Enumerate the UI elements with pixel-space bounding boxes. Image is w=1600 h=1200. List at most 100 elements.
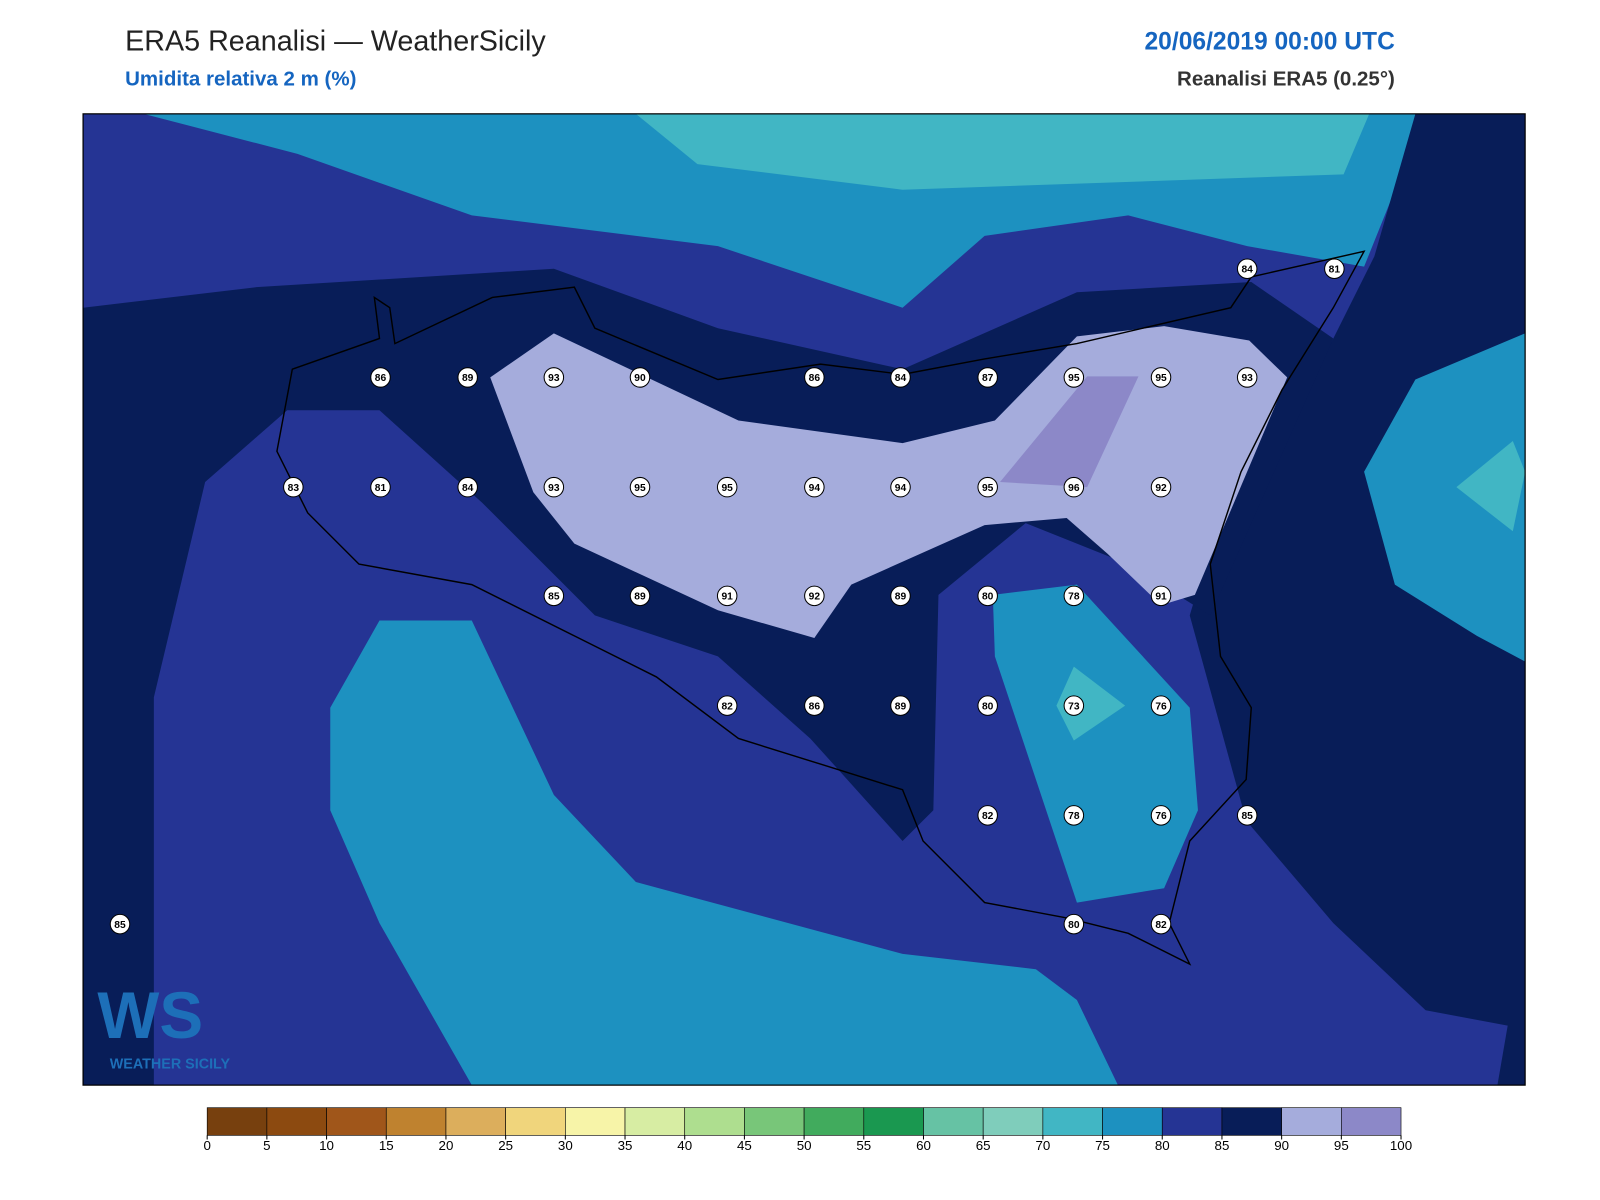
station-marker <box>1150 695 1172 716</box>
station-value: 89 <box>634 592 646 603</box>
station-value: 84 <box>1241 264 1253 275</box>
station-value: 91 <box>1155 592 1167 603</box>
station-marker <box>890 367 911 388</box>
colorbar-tick-label: 40 <box>677 1138 692 1153</box>
station-value: 80 <box>982 592 994 603</box>
station-value: 95 <box>982 483 994 494</box>
station-marker <box>629 585 651 607</box>
station-value: 95 <box>1155 373 1167 384</box>
station-marker <box>1063 695 1085 716</box>
colorbar-tick-label: 0 <box>203 1138 210 1153</box>
station-marker <box>1150 585 1172 607</box>
colorbar-tick-label: 35 <box>618 1138 633 1153</box>
contour-fill <box>1189 113 1526 1086</box>
colorbar-tick-label: 15 <box>379 1138 394 1153</box>
colorbar-tick-label: 70 <box>1035 1138 1050 1153</box>
station-marker <box>977 367 998 388</box>
station-value: 86 <box>809 373 821 384</box>
colorbar-segment <box>1341 1107 1402 1136</box>
colorbar-segment <box>565 1107 626 1136</box>
station-value: 82 <box>721 701 733 712</box>
station-marker <box>1150 805 1172 826</box>
station-value: 93 <box>548 483 560 494</box>
station-marker <box>1236 805 1258 826</box>
station-marker <box>543 476 565 498</box>
colorbar-segment <box>445 1107 506 1136</box>
station-value: 76 <box>1155 701 1167 712</box>
colorbar: 0 5 10 15 20 25 30 35 40 45 50 55 60 65 70 75 80 85 90 95 10… <box>203 1107 1412 1153</box>
map-frame <box>82 113 1526 1086</box>
colorbar-segment <box>863 1107 924 1136</box>
station-labels: 86 89 93 90 86 84 87 95 95 93 84 81 83 81 84 93 95 95 94 94… <box>109 258 1345 935</box>
station-value: 90 <box>634 373 646 384</box>
contour-fill <box>992 584 1198 903</box>
colorbar-segment <box>505 1107 566 1136</box>
station-value: 82 <box>982 811 994 822</box>
station-marker <box>1236 367 1258 388</box>
station-marker <box>804 695 825 716</box>
station-value: 73 <box>1068 701 1080 712</box>
date: 20/06/2019 00:00 UTC <box>1144 29 1395 56</box>
contours <box>83 113 1526 1086</box>
station-marker <box>1324 258 1345 279</box>
station-value: 78 <box>1068 592 1080 603</box>
station-marker <box>977 805 998 826</box>
station-marker <box>716 585 738 607</box>
contour-fill <box>330 620 1118 1086</box>
station-value: 81 <box>1329 264 1341 275</box>
colorbar-segment <box>206 1107 268 1136</box>
logo-name: WEATHER SICILY <box>110 1056 231 1072</box>
station-value: 76 <box>1155 811 1167 822</box>
colorbar-tick-label: 100 <box>1390 1138 1412 1153</box>
station-value: 95 <box>721 483 733 494</box>
station-value: 93 <box>1241 373 1253 384</box>
station-marker <box>1150 367 1172 388</box>
station-value: 85 <box>1241 811 1253 822</box>
station-value: 86 <box>809 701 821 712</box>
station-marker <box>457 367 478 388</box>
station-value: 89 <box>895 701 907 712</box>
station-marker <box>370 367 391 388</box>
station-value: 95 <box>634 483 646 494</box>
colorbar-segment <box>385 1107 447 1136</box>
station-marker <box>716 695 738 716</box>
station-marker <box>629 367 651 388</box>
colorbar-tick-label: 90 <box>1274 1138 1289 1153</box>
colorbar-tick-label: 60 <box>916 1138 931 1153</box>
station-value: 86 <box>375 373 387 384</box>
contour-fill <box>1364 333 1526 662</box>
contour-fill <box>1056 666 1126 741</box>
station-marker <box>283 476 304 498</box>
station-marker <box>1063 913 1085 935</box>
colorbar-segment <box>624 1107 686 1136</box>
station-value: 78 <box>1068 811 1080 822</box>
colorbar-segment <box>803 1107 865 1136</box>
station-marker <box>629 476 651 498</box>
title: ERA5 Reanalisi — WeatherSicily <box>125 26 546 58</box>
colorbar-tick-label: 85 <box>1215 1138 1230 1153</box>
station-marker <box>804 476 825 498</box>
station-marker <box>457 476 478 498</box>
source: Reanalisi ERA5 (0.25°) <box>1177 67 1395 90</box>
station-value: 95 <box>1068 373 1080 384</box>
colorbar-tick-label: 55 <box>856 1138 871 1153</box>
station-marker <box>977 585 998 607</box>
station-marker <box>1150 476 1172 498</box>
station-value: 81 <box>375 483 387 494</box>
colorbar-segment <box>1102 1107 1163 1136</box>
coastline <box>276 250 1366 966</box>
colorbar-tick-label: 30 <box>558 1138 573 1153</box>
station-marker <box>109 913 131 935</box>
contour-fill <box>1456 441 1526 532</box>
colorbar-segment <box>326 1107 387 1136</box>
station-marker <box>977 695 998 716</box>
colorbar-tick-label: 75 <box>1095 1138 1110 1153</box>
station-marker <box>1236 258 1258 279</box>
colorbar-segment <box>1281 1107 1342 1136</box>
station-marker <box>977 476 998 498</box>
station-value: 94 <box>895 483 907 494</box>
colorbar-segment <box>744 1107 805 1136</box>
station-marker <box>716 476 738 498</box>
station-value: 80 <box>982 701 994 712</box>
